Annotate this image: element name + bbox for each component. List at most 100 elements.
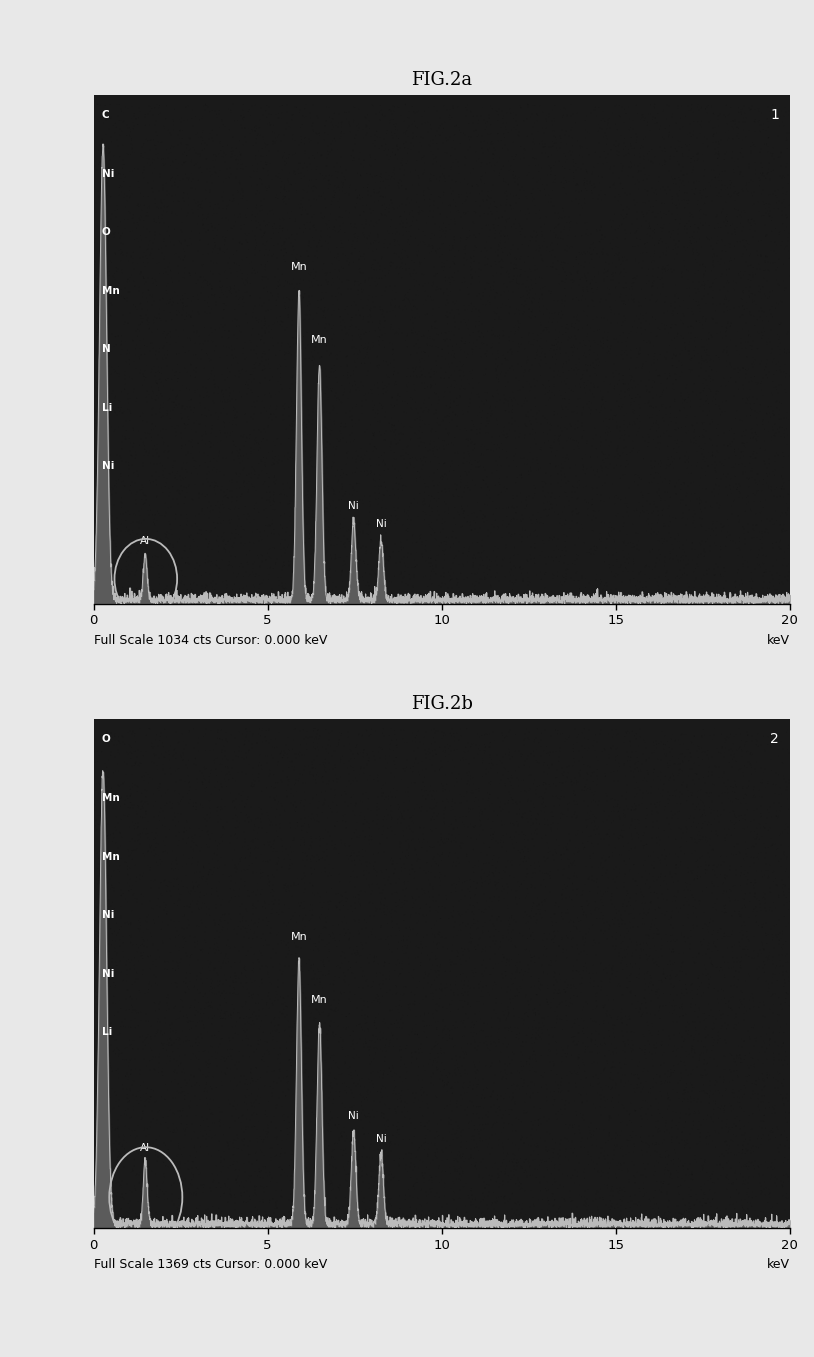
Point [291,550,304,571]
Point [779,1155,792,1177]
Point [470,1073,484,1095]
Point [215,227,228,248]
Point [583,144,596,166]
Point [105,505,118,527]
Point [300,1027,313,1049]
Point [138,332,151,354]
Point [233,721,246,742]
Point [282,938,295,959]
Point [368,946,381,968]
Point [178,141,191,163]
Point [687,734,700,756]
Point [435,863,448,885]
Point [699,261,712,282]
Point [600,418,613,440]
Point [735,860,748,882]
Point [133,1171,147,1193]
Point [414,1025,427,1046]
Point [648,740,661,761]
Point [761,396,774,418]
Point [124,1077,137,1099]
Point [597,995,610,1016]
Point [663,737,676,759]
Point [410,554,423,575]
Point [430,335,443,357]
Point [212,832,225,854]
Point [105,288,118,309]
Point [687,121,700,142]
Point [763,152,776,174]
Point [300,757,313,779]
Point [157,1163,170,1185]
Point [161,403,174,425]
Point [274,1185,287,1206]
Point [470,299,483,320]
Point [167,392,180,414]
Point [699,859,712,881]
Point [746,1103,759,1125]
Point [551,448,564,470]
Point [95,792,108,814]
Point [593,1162,606,1183]
Point [581,498,594,520]
Point [536,765,549,787]
Point [454,790,467,811]
Point [772,919,785,940]
Point [122,840,135,862]
Point [247,368,260,389]
Point [252,1086,265,1107]
Point [514,422,527,444]
Point [256,1156,269,1178]
Point [341,1174,354,1196]
Point [707,847,720,868]
Point [224,147,237,168]
Point [567,334,580,356]
Point [638,821,651,843]
Point [444,156,457,178]
Point [383,259,396,281]
Point [641,490,654,512]
Point [564,1190,577,1212]
Point [577,1018,590,1039]
Point [360,194,373,216]
Point [330,828,343,849]
Point [136,452,149,474]
Point [93,883,106,905]
Point [664,1163,677,1185]
Point [407,100,420,122]
Point [335,285,348,307]
Point [178,1152,191,1174]
Point [232,1178,245,1200]
Point [287,365,300,387]
Point [233,1041,246,1063]
Point [602,1197,615,1219]
Point [462,1185,475,1206]
Point [753,955,766,977]
Point [691,749,704,771]
Point [694,963,707,985]
Point [700,339,713,361]
Point [762,1125,775,1147]
Point [137,886,150,908]
Point [120,988,133,1010]
Point [379,104,392,126]
Point [473,202,486,224]
Point [335,829,348,851]
Point [715,886,728,908]
Point [149,791,162,813]
Point [602,805,615,826]
Point [517,1196,530,1217]
Point [561,740,574,761]
Point [134,1010,147,1031]
Point [109,974,122,996]
Point [656,126,669,148]
Point [302,128,315,149]
Point [733,487,746,509]
Point [148,845,161,867]
Point [299,304,312,326]
Point [361,835,374,856]
Point [768,410,781,432]
Point [515,1128,528,1149]
Point [489,858,502,879]
Point [335,944,348,966]
